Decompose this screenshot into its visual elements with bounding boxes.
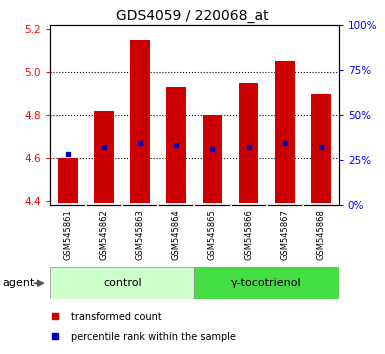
Text: γ-tocotrienol: γ-tocotrienol (231, 278, 302, 288)
Text: transformed count: transformed count (71, 312, 162, 322)
Text: GSM545866: GSM545866 (244, 210, 253, 261)
Text: GSM545868: GSM545868 (316, 210, 325, 261)
Bar (58, 158, 78, 203)
Text: GSM545862: GSM545862 (100, 210, 109, 261)
Text: GSM545861: GSM545861 (64, 210, 73, 261)
Bar (311, 93, 331, 203)
Bar (166, 87, 186, 203)
Text: GSM545865: GSM545865 (208, 210, 217, 261)
Text: percentile rank within the sample: percentile rank within the sample (71, 332, 236, 342)
Bar (275, 61, 295, 203)
Bar (131, 40, 150, 203)
Bar (239, 83, 258, 203)
Text: GSM545864: GSM545864 (172, 210, 181, 261)
Text: control: control (103, 278, 142, 288)
Text: agent: agent (2, 278, 34, 288)
Text: GSM545863: GSM545863 (136, 210, 145, 261)
Bar (50, 267, 194, 299)
Text: GSM545867: GSM545867 (280, 210, 289, 261)
Bar (194, 267, 339, 299)
Bar (94, 111, 114, 203)
Text: GDS4059 / 220068_at: GDS4059 / 220068_at (116, 9, 269, 23)
Bar (203, 115, 223, 203)
